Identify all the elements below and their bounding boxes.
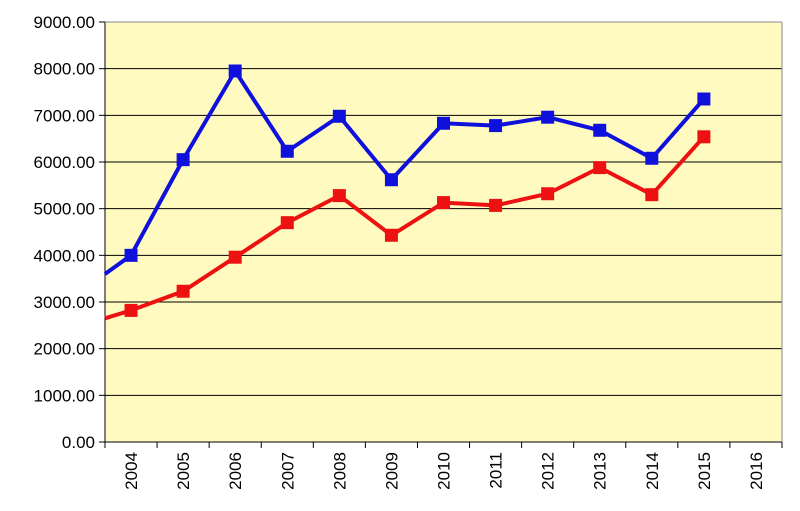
- data-point-marker: [176, 153, 190, 167]
- x-tick-label: 2008: [330, 452, 349, 490]
- data-point-marker: [437, 116, 450, 130]
- x-tick-label: 2004: [122, 452, 141, 490]
- data-point-marker: [541, 187, 555, 201]
- y-tick-label: 6000.00: [34, 153, 95, 172]
- y-tick-label: 1000.00: [34, 386, 95, 405]
- y-tick-label: 9000.00: [34, 13, 95, 32]
- y-tick-label: 3000.00: [34, 293, 95, 312]
- y-tick-label: 0.00: [62, 433, 95, 452]
- data-point-marker: [645, 151, 659, 165]
- x-tick-label: 2006: [226, 452, 245, 490]
- data-point-marker: [176, 284, 190, 298]
- y-tick-label: 5000.00: [34, 200, 95, 219]
- y-tick-label: 8000.00: [34, 60, 95, 79]
- x-tick-label: 2015: [695, 452, 714, 490]
- data-point-marker: [384, 228, 398, 242]
- data-point-marker: [593, 161, 607, 175]
- x-tick-label: 2011: [487, 452, 506, 489]
- x-tick-label: 2007: [278, 452, 297, 490]
- plot-area: [105, 22, 782, 442]
- y-tick-label: 4000.00: [34, 246, 95, 265]
- data-point-marker: [697, 130, 711, 144]
- data-point-marker: [124, 248, 138, 262]
- data-point-marker: [332, 189, 346, 203]
- data-point-marker: [489, 198, 503, 212]
- data-point-marker: [280, 144, 294, 158]
- x-tick-label: 2014: [643, 452, 662, 490]
- x-tick-label: 2009: [382, 452, 401, 490]
- data-point-marker: [280, 216, 294, 230]
- axes: [104, 21, 783, 443]
- data-point-marker: [697, 92, 711, 106]
- data-point-marker: [645, 188, 659, 202]
- x-tick-label: 2016: [747, 452, 766, 490]
- data-point-marker: [124, 303, 138, 317]
- series-1: [103, 64, 711, 276]
- series-2: [104, 130, 711, 321]
- x-tick-label: 2005: [174, 452, 193, 490]
- data-point-marker: [228, 64, 242, 78]
- y-tick-label: 2000.00: [34, 340, 95, 359]
- data-point-marker: [593, 123, 607, 137]
- data-point-marker: [332, 109, 346, 123]
- x-tick-labels: 2004 2005 2006 2007 2008 2009 2010 2011 2012 2013…: [104, 442, 783, 490]
- series: [103, 64, 711, 321]
- x-tick-label: 2012: [539, 452, 558, 490]
- data-point-marker: [541, 110, 555, 124]
- x-tick-label: 2010: [435, 452, 454, 490]
- data-point-marker: [384, 173, 398, 187]
- data-point-marker: [228, 250, 242, 264]
- y-tick-labels: 0.00 1000.00 2000.00 3000.00 4000.00 5000.00 6…: [34, 13, 95, 452]
- y-tick-label: 7000.00: [34, 106, 95, 125]
- data-point-marker: [489, 119, 503, 133]
- x-tick-label: 2013: [591, 452, 610, 490]
- data-point-marker: [437, 196, 450, 210]
